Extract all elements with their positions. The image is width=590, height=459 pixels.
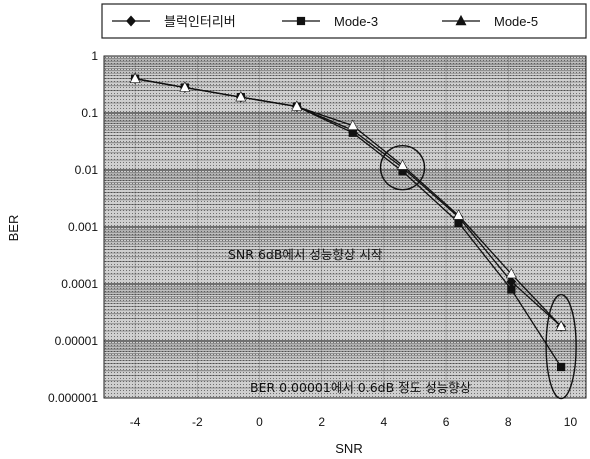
x-tick-label: 8 (505, 415, 512, 429)
data-point-triangle (179, 81, 191, 92)
legend-label: Mode-5 (494, 14, 538, 29)
x-tick-label: -4 (130, 415, 141, 429)
y-tick-label: 0.00001 (55, 334, 99, 348)
legend: 블럭인터리버 Mode-3 Mode-5 (101, 3, 587, 39)
legend-label: Mode-3 (334, 14, 378, 29)
x-tick-label: 6 (443, 415, 450, 429)
data-point-triangle (555, 320, 567, 331)
x-tick-label: 4 (381, 415, 388, 429)
y-axis-title: BER (6, 215, 21, 242)
x-axis-title: SNR (335, 441, 362, 456)
data-point-triangle (235, 90, 247, 102)
data-point-diamond (126, 15, 136, 27)
data-point-square (296, 16, 306, 26)
data-point-square (557, 362, 566, 372)
y-tick-label: 0.001 (68, 220, 98, 234)
legend-item: Mode-3 (282, 14, 378, 29)
y-tick-label: 1 (91, 49, 98, 63)
data-point-square (454, 218, 463, 227)
y-tick-label: 0.0001 (61, 277, 98, 291)
y-tick-label: 0.1 (81, 106, 98, 120)
highlight-ellipse (545, 293, 577, 400)
data-point-triangle (347, 119, 359, 130)
data-point-triangle (291, 100, 303, 111)
y-tick-label: 0.01 (75, 163, 99, 177)
legend-label: 블럭인터리버 (164, 14, 236, 29)
y-tick-label: 0.000001 (48, 391, 98, 405)
legend-box (101, 3, 587, 39)
annotation-text: BER 0.00001에서 0.6dB 정도 성능향상 (250, 380, 472, 395)
data-point-triangle (505, 267, 517, 279)
data-point-triangle (453, 209, 465, 220)
data-point-triangle (129, 72, 141, 83)
annotation-text: SNR 6dB에서 성능향상 시작 (228, 247, 383, 262)
x-tick-label: 10 (564, 415, 578, 429)
series-3 (129, 72, 567, 331)
x-tick-label: 2 (318, 415, 325, 429)
grid-lines (104, 55, 586, 399)
data-point-triangle (455, 14, 467, 26)
legend-item: 블럭인터리버 (112, 14, 236, 29)
legend-item: Mode-5 (442, 14, 538, 29)
data-point-square (507, 285, 516, 294)
x-tick-label: -2 (192, 415, 203, 429)
data-point-triangle (397, 159, 409, 170)
highlight-ellipse (379, 144, 426, 191)
x-tick-label: 0 (256, 415, 263, 429)
plot-area-border (103, 55, 587, 399)
data-point-square (348, 128, 357, 137)
